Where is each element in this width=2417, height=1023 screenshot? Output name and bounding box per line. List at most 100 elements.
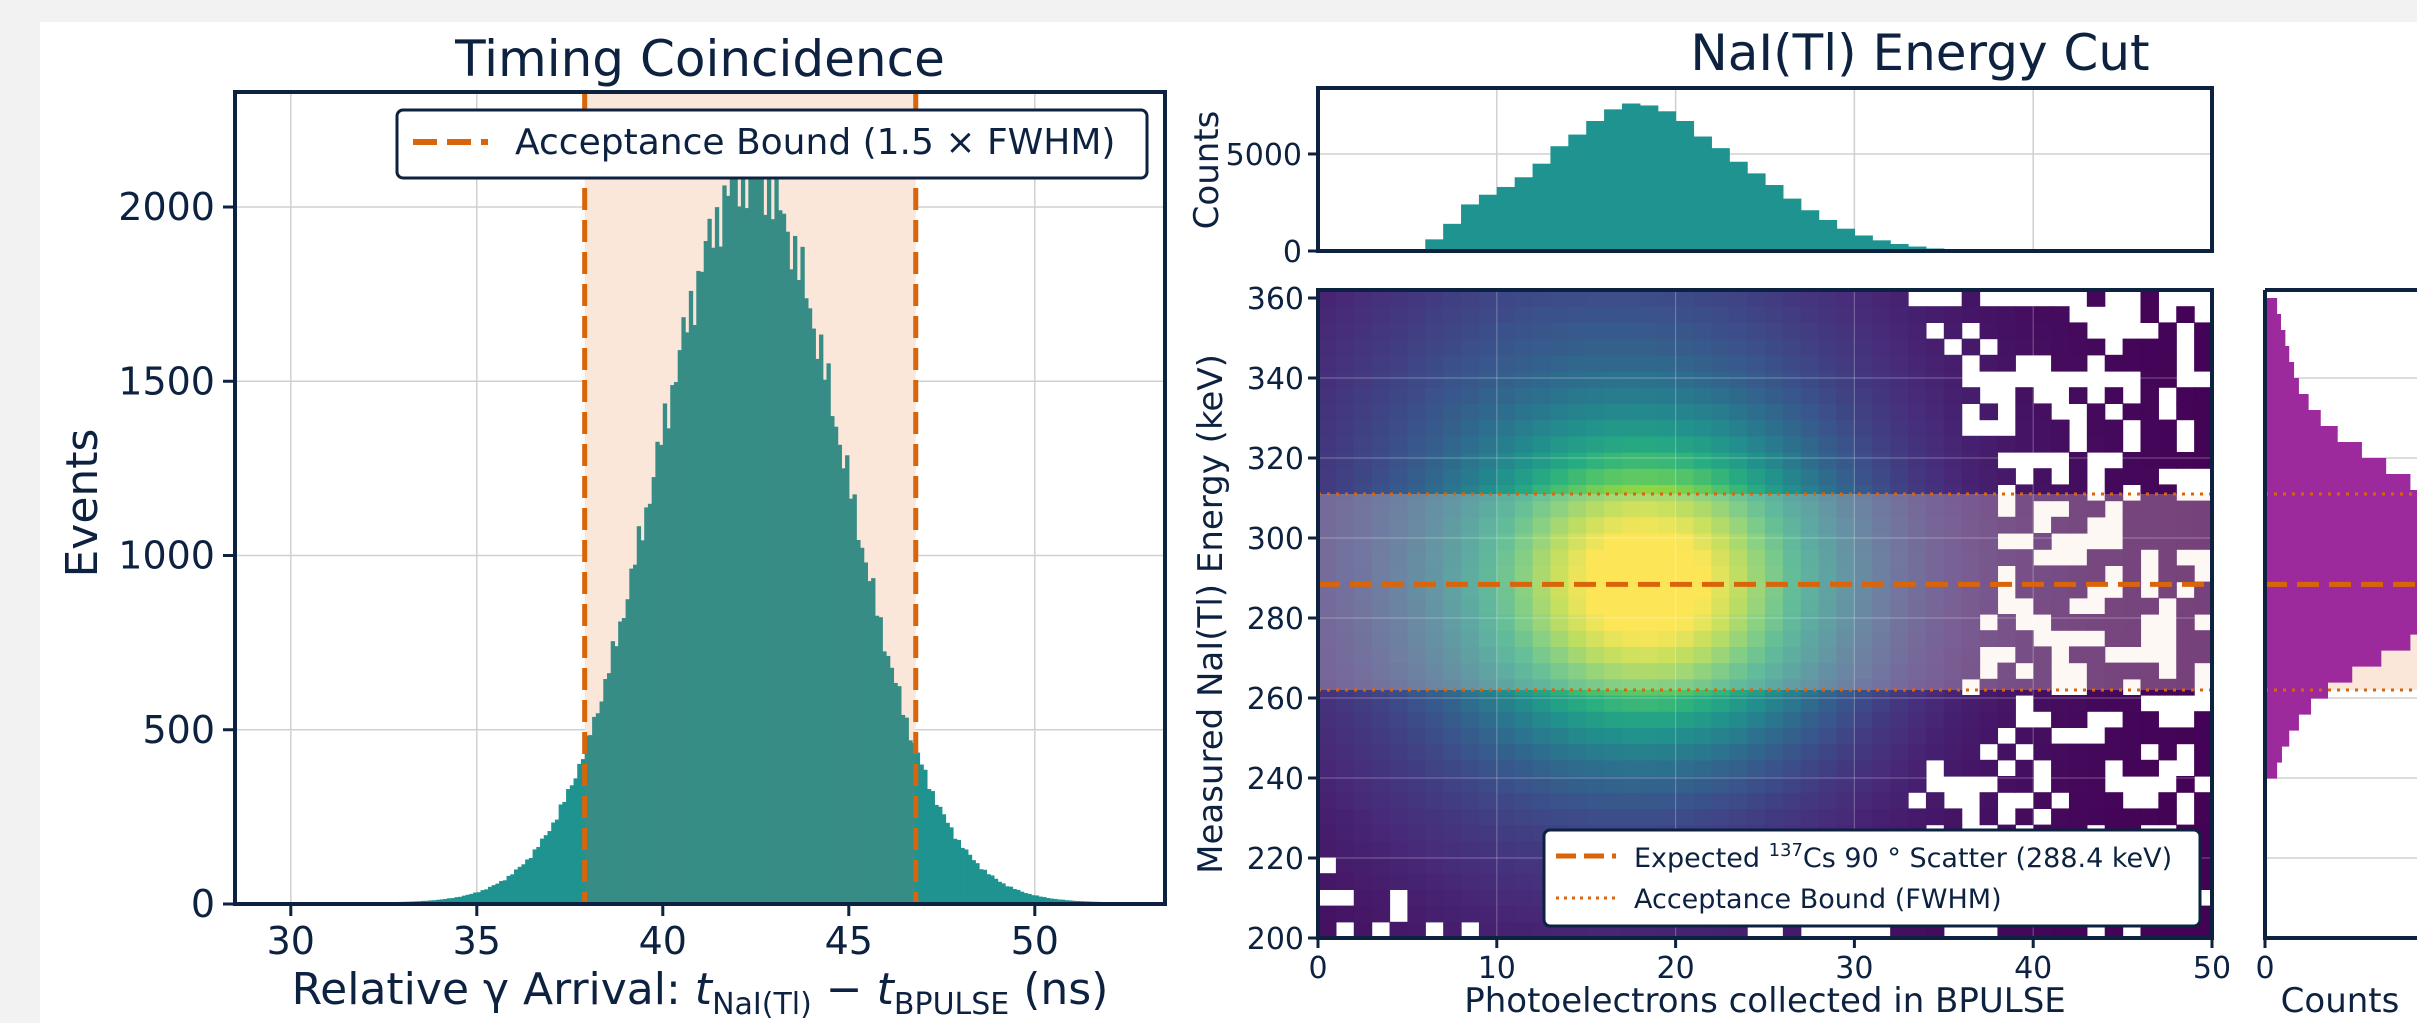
heatmap-cell: [1479, 825, 1497, 842]
heatmap-cell: [1550, 711, 1568, 728]
marginal-right-bar: [2265, 634, 2410, 651]
timing-bar: [503, 880, 507, 904]
heatmap-cell: [1497, 906, 1515, 923]
heatmap-cell: [1461, 906, 1479, 923]
heatmap-cell: [1676, 452, 1694, 469]
heatmap-cell: [1550, 355, 1568, 372]
heatmap-cell: [1711, 371, 1729, 388]
heatmap-cell: [1926, 306, 1944, 323]
heatmap-cell: [1854, 355, 1872, 372]
heatmap-cell: [1980, 727, 1998, 744]
marginal-right-bar: [2265, 474, 2410, 491]
heatmap-cell: [1497, 873, 1515, 890]
timing-bar: [655, 442, 659, 904]
heatmap-cell: [1354, 468, 1372, 485]
heatmap-cell: [1640, 339, 1658, 356]
timing-y-tick-label: 2000: [118, 185, 215, 229]
heatmap-cell: [2033, 436, 2051, 453]
heatmap-cell: [1819, 371, 1837, 388]
heatmap-cell: [1390, 371, 1408, 388]
heatmap-cell: [1497, 436, 1515, 453]
heatmap-cell: [1354, 808, 1372, 825]
timing-bar: [659, 445, 663, 904]
heatmap-cell: [1801, 744, 1819, 761]
heatmap-cell: [1407, 873, 1425, 890]
heatmap-cell: [1693, 436, 1711, 453]
heatmap-cell: [1693, 792, 1711, 809]
heatmap-cell: [1801, 711, 1819, 728]
timing-bar: [942, 814, 946, 904]
heatmap-cell: [1801, 808, 1819, 825]
heatmap-cell: [1854, 290, 1872, 307]
timing-bar: [771, 219, 775, 904]
heatmap-cell: [1711, 355, 1729, 372]
marginal-top-bar: [1819, 220, 1837, 251]
heatmap-cell: [1926, 727, 1944, 744]
heatmap-cell: [1872, 727, 1890, 744]
timing-bar: [946, 823, 950, 904]
heatmap-cell: [1372, 889, 1390, 906]
heatmap-cell: [1497, 339, 1515, 356]
timing-bar: [979, 869, 983, 904]
heatmap-cell: [1837, 436, 1855, 453]
heatmap-cell: [1390, 436, 1408, 453]
heatmap-cell: [1443, 403, 1461, 420]
heatmap-cell: [2087, 403, 2105, 420]
heatmap-cell: [1497, 371, 1515, 388]
heatmap-y-tick-label: 260: [1247, 682, 1304, 717]
heatmap-cell: [2158, 744, 2176, 761]
heatmap-cell: [1425, 387, 1443, 404]
heatmap-cell: [1693, 452, 1711, 469]
heatmap-cell: [1783, 290, 1801, 307]
heatmap-cell: [1783, 322, 1801, 339]
heatmap-cell: [1443, 857, 1461, 874]
heatmap-cell: [1318, 290, 1336, 307]
heatmap-y-tick-label: 300: [1247, 522, 1304, 557]
heatmap-cell: [1425, 889, 1443, 906]
heatmap-cell: [2087, 290, 2105, 307]
heatmap-cell: [1407, 387, 1425, 404]
heatmap-cell: [1407, 744, 1425, 761]
timing-bar: [778, 210, 782, 904]
marginal-right-bar: [2265, 698, 2311, 715]
heatmap-cell: [1747, 387, 1765, 404]
heatmap-cell: [1765, 420, 1783, 437]
heatmap-cell: [1801, 420, 1819, 437]
timing-bar: [678, 350, 682, 904]
heatmap-cell: [1372, 420, 1390, 437]
timing-bar: [704, 241, 708, 904]
heatmap-cell: [2176, 727, 2194, 744]
heatmap-cell: [1550, 468, 1568, 485]
heatmap-cell: [1854, 727, 1872, 744]
timing-bar: [998, 882, 1002, 904]
timing-bar: [953, 839, 957, 904]
heatmap-cell: [1926, 744, 1944, 761]
timing-bar: [745, 208, 749, 904]
heatmap-cell: [1747, 403, 1765, 420]
heatmap-cell: [1318, 841, 1336, 858]
heatmap-cell: [1729, 420, 1747, 437]
timing-bar: [763, 215, 767, 904]
heatmap-cell: [1318, 873, 1336, 890]
timing-bar: [622, 618, 626, 904]
heatmap-cell: [1801, 436, 1819, 453]
heatmap-cell: [1354, 371, 1372, 388]
heatmap-cell: [2158, 436, 2176, 453]
heatmap-cell: [1390, 760, 1408, 777]
heatmap-cell: [1407, 306, 1425, 323]
heatmap-cell: [1568, 744, 1586, 761]
heatmap-cell: [2194, 322, 2212, 339]
heatmap-cell: [1586, 468, 1604, 485]
heatmap-cell: [2069, 744, 2087, 761]
timing-bar: [518, 867, 522, 904]
heatmap-cell: [1980, 322, 1998, 339]
heatmap-cell: [1962, 339, 1980, 356]
heatmap-cell: [2051, 420, 2069, 437]
heatmap-cell: [1336, 808, 1354, 825]
heatmap-cell: [1908, 760, 1926, 777]
heatmap-cell: [1550, 306, 1568, 323]
heatmap-cell: [1854, 808, 1872, 825]
heatmap-cell: [1533, 420, 1551, 437]
heatmap-cell: [1515, 387, 1533, 404]
heatmap-cell: [1926, 420, 1944, 437]
